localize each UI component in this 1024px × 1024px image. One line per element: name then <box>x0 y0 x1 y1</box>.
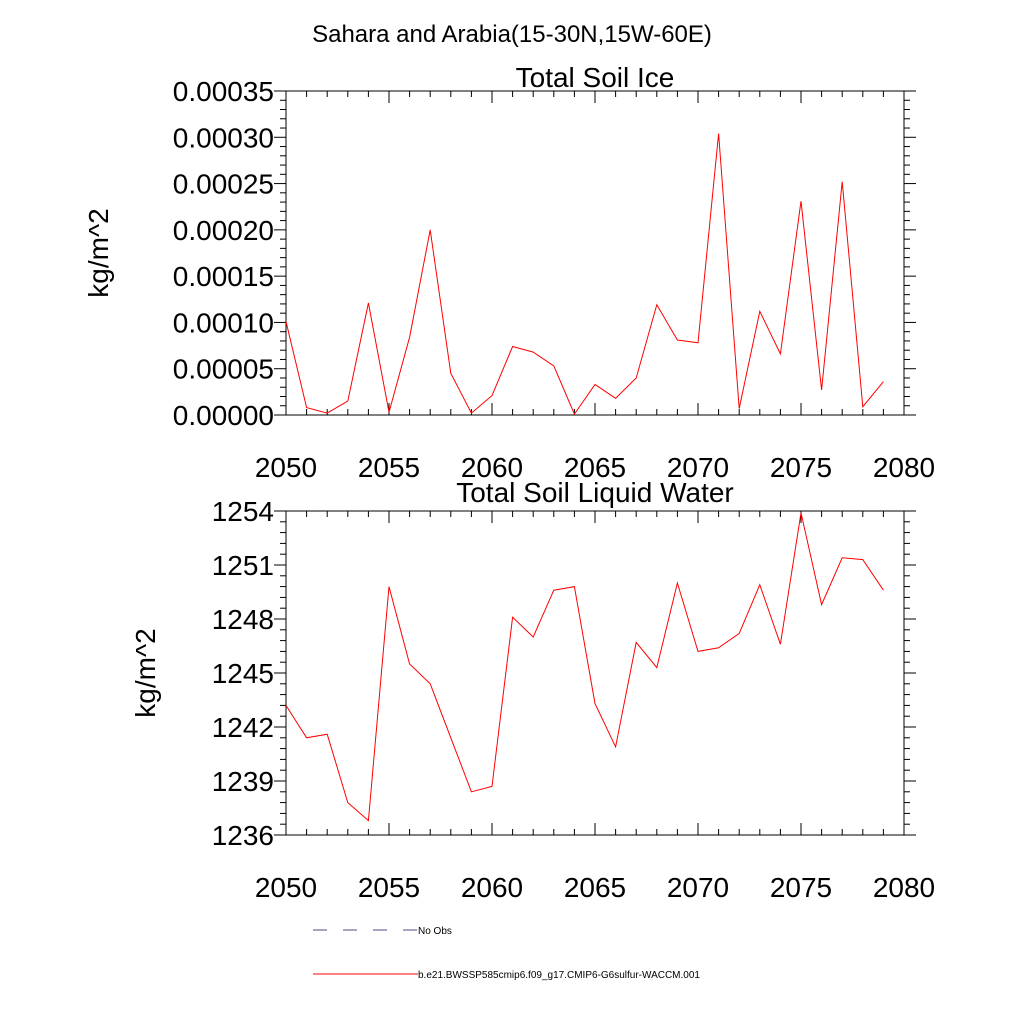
panel-soil-liquid-water: Total Soil Liquid Water kg/m^2 2050 2055 206… <box>130 477 935 903</box>
series-line-soil-ice <box>285 133 884 416</box>
x-tick-label: 2075 <box>770 872 832 903</box>
y-tick-label: 1236 <box>212 820 274 851</box>
y-tick-label: 1254 <box>212 496 274 527</box>
x-tick-label: 2070 <box>667 872 729 903</box>
x-tick-label: 2070 <box>667 452 729 483</box>
y-tick-label: 1248 <box>212 604 274 635</box>
x-tick-label: 2050 <box>255 872 317 903</box>
y-tick-label: 0.00005 <box>173 354 274 385</box>
y-axis-label: kg/m^2 <box>130 628 161 717</box>
y-tick-label: 0.00010 <box>173 307 274 338</box>
y-tick-label: 0.00030 <box>173 122 274 153</box>
x-tick-label: 2075 <box>770 452 832 483</box>
x-tick-label: 2080 <box>873 872 935 903</box>
y-tick-label: 1245 <box>212 658 274 689</box>
y-tick-label: 1239 <box>212 766 274 797</box>
series-line-soil-liquid-water <box>285 512 884 822</box>
x-tick-label: 2065 <box>564 452 626 483</box>
legend-label-model-run: b.e21.BWSSP585cmip6.f09_g17.CMIP6-G6sulf… <box>418 970 700 981</box>
x-tick-label: 2065 <box>564 872 626 903</box>
x-tick-label: 2060 <box>461 872 523 903</box>
y-tick-label: 1251 <box>212 550 274 581</box>
x-tick-label: 2060 <box>461 452 523 483</box>
y-tick-label: 0.00020 <box>173 215 274 246</box>
x-tick-label: 2050 <box>255 452 317 483</box>
panel-title: Total Soil Liquid Water <box>456 477 734 508</box>
y-tick-label: 0.00015 <box>173 261 274 292</box>
legend-label-no-obs: No Obs <box>418 926 452 937</box>
panel-title: Total Soil Ice <box>516 62 675 93</box>
x-tick-label: 2080 <box>873 452 935 483</box>
legend: No Obs b.e21.BWSSP585cmip6.f09_g17.CMIP6… <box>313 926 700 981</box>
figure-title: Sahara and Arabia(15-30N,15W-60E) <box>312 21 712 48</box>
panels: Total Soil Ice kg/m^2 2050 2055 2060 2065 2070… <box>83 62 935 903</box>
y-tick-label: 0.00025 <box>173 169 274 200</box>
y-axis-label: kg/m^2 <box>83 208 114 297</box>
panel-soil-ice: Total Soil Ice kg/m^2 2050 2055 2060 2065 2070… <box>83 62 935 483</box>
plot-frame <box>285 90 905 416</box>
x-tick-label: 2055 <box>358 452 420 483</box>
x-tick-label: 2055 <box>358 872 420 903</box>
y-tick-label: 1242 <box>212 712 274 743</box>
y-tick-label: 0.00000 <box>173 400 274 431</box>
y-tick-label: 0.00035 <box>173 76 274 107</box>
